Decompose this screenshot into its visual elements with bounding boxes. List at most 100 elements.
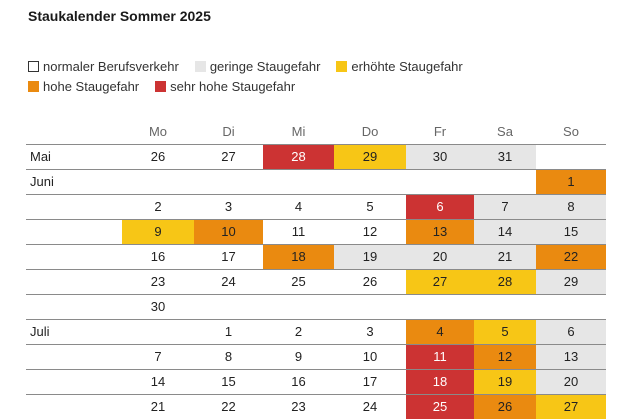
day-cell: 18 (263, 245, 334, 269)
day-cell: 3 (334, 320, 406, 344)
calendar-row: 16 17 18 19 20 21 22 (26, 244, 606, 269)
day-cell: 13 (536, 345, 606, 369)
day-cell: 20 (536, 370, 606, 394)
day-cell: 29 (536, 270, 606, 294)
day-cell: 5 (334, 195, 406, 219)
day-cell: 10 (194, 220, 263, 244)
legend-swatch-erhoeht (336, 60, 348, 72)
calendar-row: 21 22 23 24 25 26 27 (26, 394, 606, 419)
day-cell: 1 (194, 320, 263, 344)
day-cell: 7 (122, 345, 194, 369)
day-cell: 6 (536, 320, 606, 344)
legend-label-sehr-hoch: sehr hohe Staugefahr (170, 78, 296, 94)
day-cell: 28 (474, 270, 536, 294)
day-cell: 12 (334, 220, 406, 244)
calendar-row: Juni 1 (26, 169, 606, 194)
day-cell: 24 (194, 270, 263, 294)
day-cell: 16 (263, 370, 334, 394)
day-cell: 21 (474, 245, 536, 269)
day-cell: 21 (122, 395, 194, 419)
day-cell: 1 (536, 170, 606, 194)
day-cell: 26 (474, 395, 536, 419)
legend-item-normal: normaler Berufsverkehr (28, 59, 179, 74)
day-cell: 2 (122, 195, 194, 219)
calendar-row: Mai 26 27 28 29 30 31 (26, 144, 606, 169)
day-cell: 7 (474, 195, 536, 219)
calendar-row: 7 8 9 10 11 12 13 (26, 344, 606, 369)
day-cell: 20 (406, 245, 474, 269)
weekday-so: So (563, 124, 579, 139)
day-cell: 31 (474, 145, 536, 169)
day-cell: 16 (122, 245, 194, 269)
day-cell: 22 (536, 245, 606, 269)
day-cell: 11 (263, 220, 334, 244)
day-cell: 9 (122, 220, 194, 244)
day-cell: 14 (122, 370, 194, 394)
day-cell: 28 (263, 145, 334, 169)
day-cell: 15 (536, 220, 606, 244)
day-cell: 10 (334, 345, 406, 369)
weekday-mi: Mi (291, 124, 306, 139)
legend-row-1: normaler Berufsverkehr geringe Staugefah… (28, 56, 628, 76)
day-cell: 19 (334, 245, 406, 269)
day-cell: 29 (334, 145, 406, 169)
day-cell: 4 (406, 320, 474, 344)
day-cell: 15 (194, 370, 263, 394)
legend-swatch-sehr-hoch (155, 80, 167, 92)
calendar-row: 23 24 25 26 27 28 29 (26, 269, 606, 294)
day-cell: 25 (406, 395, 474, 419)
day-cell: 11 (406, 345, 474, 369)
weekday-sa: Sa (497, 124, 513, 139)
legend-label-gering: geringe Staugefahr (209, 58, 321, 74)
day-cell: 17 (334, 370, 406, 394)
legend-item-gering: geringe Staugefahr (194, 58, 321, 74)
weekday-mo: Mo (148, 124, 168, 139)
weekday-fr: Fr (433, 124, 447, 139)
day-cell: 13 (406, 220, 474, 244)
calendar-grid: Mai 26 27 28 29 30 31 Juni 1 2 3 4 5 6 7 8 9 10 11 12 13 14 15… (26, 144, 606, 419)
calendar-row: Juli 1 2 3 4 5 6 (26, 319, 606, 344)
weekday-di: Di (222, 124, 235, 139)
day-cell: 25 (263, 270, 334, 294)
calendar-row: 30 (26, 294, 606, 319)
day-cell: 26 (122, 145, 194, 169)
legend-label-erhoeht: erhöhte Staugefahr (351, 58, 463, 74)
day-cell: 2 (263, 320, 334, 344)
legend-item-sehr-hoch: sehr hohe Staugefahr (155, 79, 295, 94)
day-cell: 23 (122, 270, 194, 294)
day-cell: 17 (194, 245, 263, 269)
day-cell: 22 (194, 395, 263, 419)
day-cell: 4 (263, 195, 334, 219)
day-cell: 8 (194, 345, 263, 369)
month-label: Mai (30, 149, 51, 164)
weekday-header: Mo Di Mi Do Fr Sa So (26, 120, 606, 144)
legend-swatch-normal (28, 60, 39, 72)
calendar-row: 9 10 11 12 13 14 15 (26, 219, 606, 244)
legend-row-2: hohe Staugefahr sehr hohe Staugefahr (28, 76, 628, 96)
day-cell: 23 (263, 395, 334, 419)
day-cell: 24 (334, 395, 406, 419)
legend-item-erhoeht: erhöhte Staugefahr (336, 58, 463, 74)
calendar-row: 14 15 16 17 18 19 20 (26, 369, 606, 394)
legend-item-hoch: hohe Staugefahr (28, 79, 139, 94)
day-cell: 9 (263, 345, 334, 369)
day-cell: 27 (194, 145, 263, 169)
day-cell: 30 (122, 295, 194, 319)
day-cell: 5 (474, 320, 536, 344)
chart-title: Staukalender Sommer 2025 (28, 8, 211, 24)
legend-label-normal: normaler Berufsverkehr (43, 58, 179, 74)
day-cell: 12 (474, 345, 536, 369)
day-cell: 27 (536, 395, 606, 419)
weekday-do: Do (361, 124, 379, 139)
day-cell: 8 (536, 195, 606, 219)
day-cell: 27 (406, 270, 474, 294)
day-cell: 18 (406, 370, 474, 394)
day-cell: 6 (406, 195, 474, 219)
legend: normaler Berufsverkehr geringe Staugefah… (28, 56, 628, 96)
day-cell: 19 (474, 370, 536, 394)
day-cell: 3 (194, 195, 263, 219)
month-label: Juni (30, 174, 54, 189)
day-cell: 14 (474, 220, 536, 244)
day-cell: 26 (334, 270, 406, 294)
